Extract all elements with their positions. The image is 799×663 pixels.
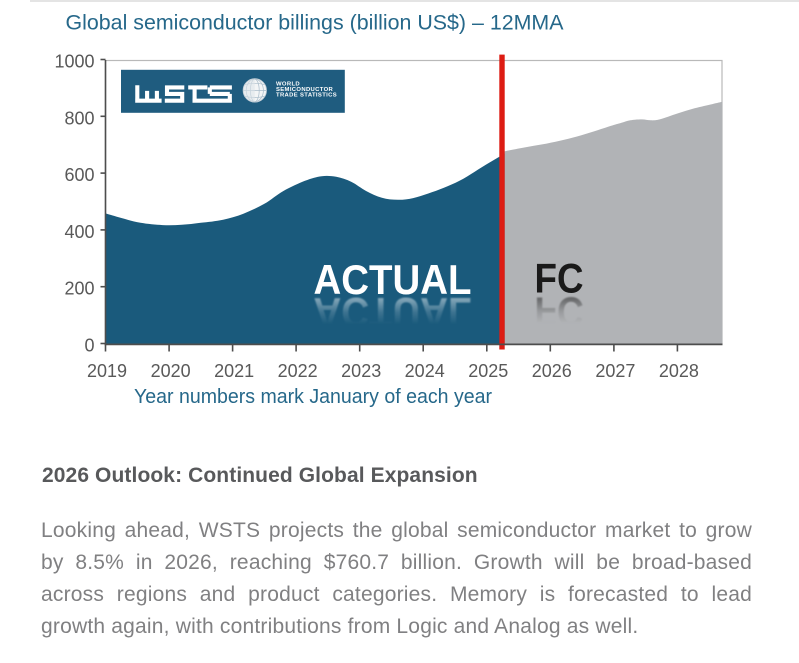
- svg-text:600: 600: [64, 165, 94, 185]
- svg-text:2023: 2023: [341, 361, 381, 381]
- svg-text:2026: 2026: [532, 361, 572, 381]
- svg-text:2022: 2022: [278, 361, 318, 381]
- svg-text:TRADE STATISTICS: TRADE STATISTICS: [276, 93, 337, 99]
- svg-text:ACTUAL: ACTUAL: [314, 256, 472, 303]
- svg-text:FC: FC: [535, 255, 584, 302]
- svg-text:ACTUAL: ACTUAL: [314, 289, 472, 336]
- svg-text:FC: FC: [535, 289, 584, 336]
- svg-text:400: 400: [64, 222, 94, 242]
- svg-text:2024: 2024: [405, 361, 445, 381]
- svg-text:200: 200: [64, 279, 94, 299]
- svg-text:2019: 2019: [87, 361, 127, 381]
- svg-text:SEMICONDUCTOR: SEMICONDUCTOR: [276, 87, 334, 93]
- svg-text:1000: 1000: [54, 52, 94, 72]
- svg-text:2021: 2021: [214, 361, 254, 381]
- svg-text:2027: 2027: [595, 361, 635, 381]
- svg-text:WORLD: WORLD: [276, 82, 300, 88]
- svg-text:2020: 2020: [151, 361, 191, 381]
- svg-text:2025: 2025: [468, 361, 508, 381]
- svg-text:Year numbers mark January of e: Year numbers mark January of each year: [134, 386, 492, 408]
- svg-text:0: 0: [84, 336, 94, 356]
- svg-text:2028: 2028: [659, 361, 699, 381]
- svg-text:800: 800: [64, 108, 94, 128]
- svg-text:Global semiconductor billings: Global semiconductor billings (billion U…: [66, 12, 564, 35]
